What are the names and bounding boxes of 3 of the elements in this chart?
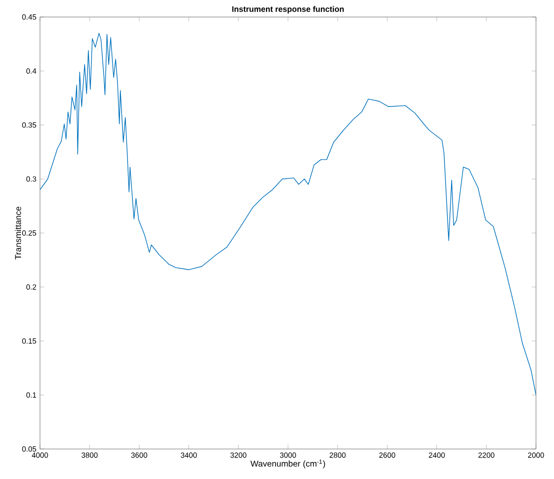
- line-series: [40, 32, 536, 396]
- x-axis-title: Wavenumber (cm$^{-1}$): [250, 460, 326, 468]
- y-axis-title: Transmittance: [14, 206, 22, 260]
